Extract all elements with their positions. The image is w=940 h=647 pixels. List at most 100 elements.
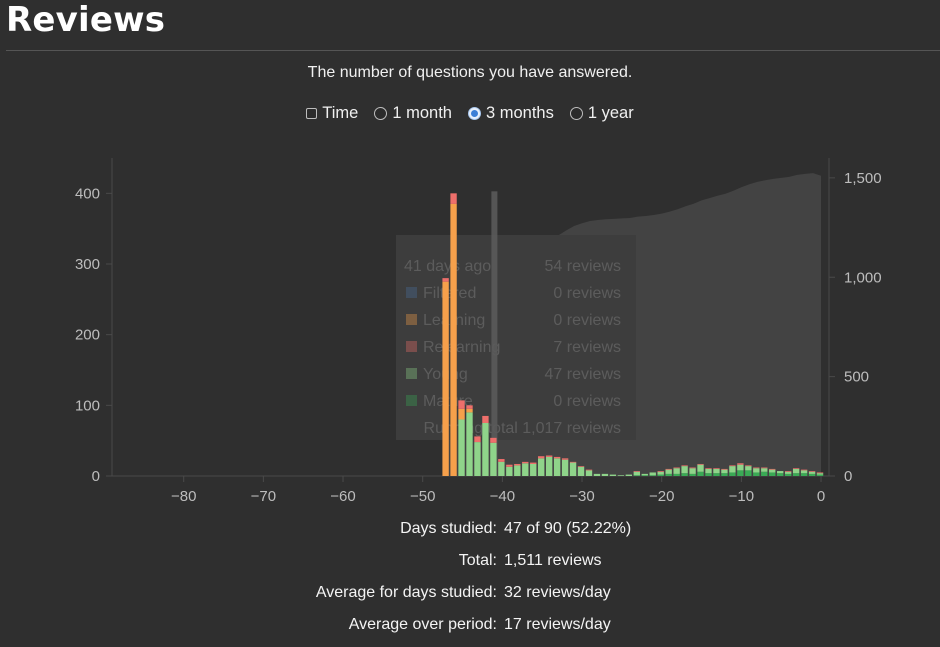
bar-mature[interactable] xyxy=(697,471,704,476)
bar-young[interactable] xyxy=(561,459,569,476)
bar-young[interactable] xyxy=(705,468,712,474)
bar-relearning[interactable] xyxy=(569,461,577,463)
bar-young[interactable] xyxy=(761,468,768,472)
range-1-month-radio[interactable] xyxy=(374,107,388,120)
bar-young[interactable] xyxy=(737,464,744,471)
bar-mature[interactable] xyxy=(800,473,808,476)
bar-relearning[interactable] xyxy=(514,463,521,466)
bar-mature[interactable] xyxy=(769,472,776,476)
bar-young[interactable] xyxy=(729,466,736,473)
bar-young[interactable] xyxy=(784,471,792,474)
bar-young[interactable] xyxy=(514,465,521,476)
bar-mature[interactable] xyxy=(641,475,648,476)
bar-young[interactable] xyxy=(673,468,680,474)
bar-young[interactable] xyxy=(577,466,585,476)
bar-relearning[interactable] xyxy=(816,472,824,474)
bar-young[interactable] xyxy=(657,471,664,475)
range-1-year[interactable]: 1 year xyxy=(569,104,634,123)
bar-relearning[interactable] xyxy=(665,468,672,470)
bar-relearning[interactable] xyxy=(561,458,569,460)
bar-relearning[interactable] xyxy=(808,471,816,472)
bars[interactable] xyxy=(442,193,824,476)
reviews-chart[interactable]: 0 100 200 300 400 0 500 1,000 1,500 −80 −70 −60 −5… xyxy=(0,140,940,515)
bar-young[interactable] xyxy=(792,468,800,474)
bar-young[interactable] xyxy=(569,462,577,476)
bar-mature[interactable] xyxy=(649,475,656,476)
bar-young[interactable] xyxy=(649,472,656,476)
bar-young[interactable] xyxy=(522,463,529,476)
time-checkbox-control[interactable]: Time xyxy=(306,104,358,123)
bar-mature[interactable] xyxy=(665,473,672,476)
bar-young[interactable] xyxy=(816,473,824,475)
bar-relearning[interactable] xyxy=(545,455,553,457)
bar-relearning[interactable] xyxy=(458,400,465,409)
bar-relearning[interactable] xyxy=(482,415,489,423)
bar-relearning[interactable] xyxy=(450,193,457,204)
bar-young[interactable] xyxy=(681,466,688,474)
bar-relearning[interactable] xyxy=(769,468,776,470)
bar-mature[interactable] xyxy=(761,471,768,476)
bar-young[interactable] xyxy=(697,464,704,472)
bar-mature[interactable] xyxy=(633,475,640,476)
bar-relearning[interactable] xyxy=(681,465,688,467)
bar-young[interactable] xyxy=(585,470,593,476)
bar-young[interactable] xyxy=(713,468,720,474)
bar-young[interactable] xyxy=(808,471,816,474)
bar-relearning[interactable] xyxy=(530,462,537,464)
bar-young[interactable] xyxy=(800,470,808,474)
bar-young[interactable] xyxy=(530,463,537,476)
bar-mature[interactable] xyxy=(681,473,688,476)
bar-young[interactable] xyxy=(753,468,760,473)
bar-young[interactable] xyxy=(553,458,561,476)
bar-young[interactable] xyxy=(777,471,784,474)
bar-mature[interactable] xyxy=(657,474,664,476)
bar-mature[interactable] xyxy=(737,470,744,476)
bar-mature[interactable] xyxy=(784,473,792,476)
bar-relearning[interactable] xyxy=(585,469,593,471)
bar-relearning[interactable] xyxy=(737,463,744,465)
bar-young[interactable] xyxy=(490,442,497,476)
bar-young[interactable] xyxy=(498,461,505,476)
bar-young[interactable] xyxy=(482,423,489,476)
bar-relearning[interactable] xyxy=(506,464,513,467)
bar-mature[interactable] xyxy=(753,472,760,476)
bar-relearning[interactable] xyxy=(761,467,768,469)
range-1-year-radio[interactable] xyxy=(569,107,583,120)
bar-relearning[interactable] xyxy=(729,465,736,467)
bar-young[interactable] xyxy=(641,473,648,476)
bar-relearning[interactable] xyxy=(490,437,497,443)
bar-young[interactable] xyxy=(769,469,776,473)
bar-relearning[interactable] xyxy=(498,459,505,462)
bar-relearning[interactable] xyxy=(474,436,481,443)
bar-young[interactable] xyxy=(625,474,633,476)
bar-relearning[interactable] xyxy=(673,467,680,469)
bar-young[interactable] xyxy=(545,456,553,476)
bar-learning[interactable] xyxy=(458,408,465,420)
bar-relearning[interactable] xyxy=(792,468,800,469)
bar-relearning[interactable] xyxy=(538,456,545,459)
bar-mature[interactable] xyxy=(713,473,720,476)
range-3-months-radio[interactable] xyxy=(467,107,481,120)
bar-relearning[interactable] xyxy=(577,466,585,467)
bar-relearning[interactable] xyxy=(721,468,728,470)
bar-learning[interactable] xyxy=(450,203,457,476)
bar-relearning[interactable] xyxy=(784,471,792,472)
range-3-months[interactable]: 3 months xyxy=(467,104,554,123)
bar-relearning[interactable] xyxy=(745,465,752,467)
bar-mature[interactable] xyxy=(673,473,680,476)
bar-mature[interactable] xyxy=(729,472,736,476)
bar-young[interactable] xyxy=(617,475,625,476)
bar-young[interactable] xyxy=(721,469,728,474)
bar-mature[interactable] xyxy=(792,473,800,476)
bar-relearning[interactable] xyxy=(800,469,808,471)
bar-relearning[interactable] xyxy=(705,468,712,469)
bar-mature[interactable] xyxy=(816,474,824,476)
bar-relearning[interactable] xyxy=(442,278,449,282)
bar-young[interactable] xyxy=(689,468,696,474)
bar-young[interactable] xyxy=(466,412,473,476)
bar-young[interactable] xyxy=(593,473,601,476)
time-checkbox[interactable] xyxy=(306,108,318,119)
bar-mature[interactable] xyxy=(777,473,784,476)
bar-relearning[interactable] xyxy=(522,461,529,464)
bar-young[interactable] xyxy=(665,469,672,474)
